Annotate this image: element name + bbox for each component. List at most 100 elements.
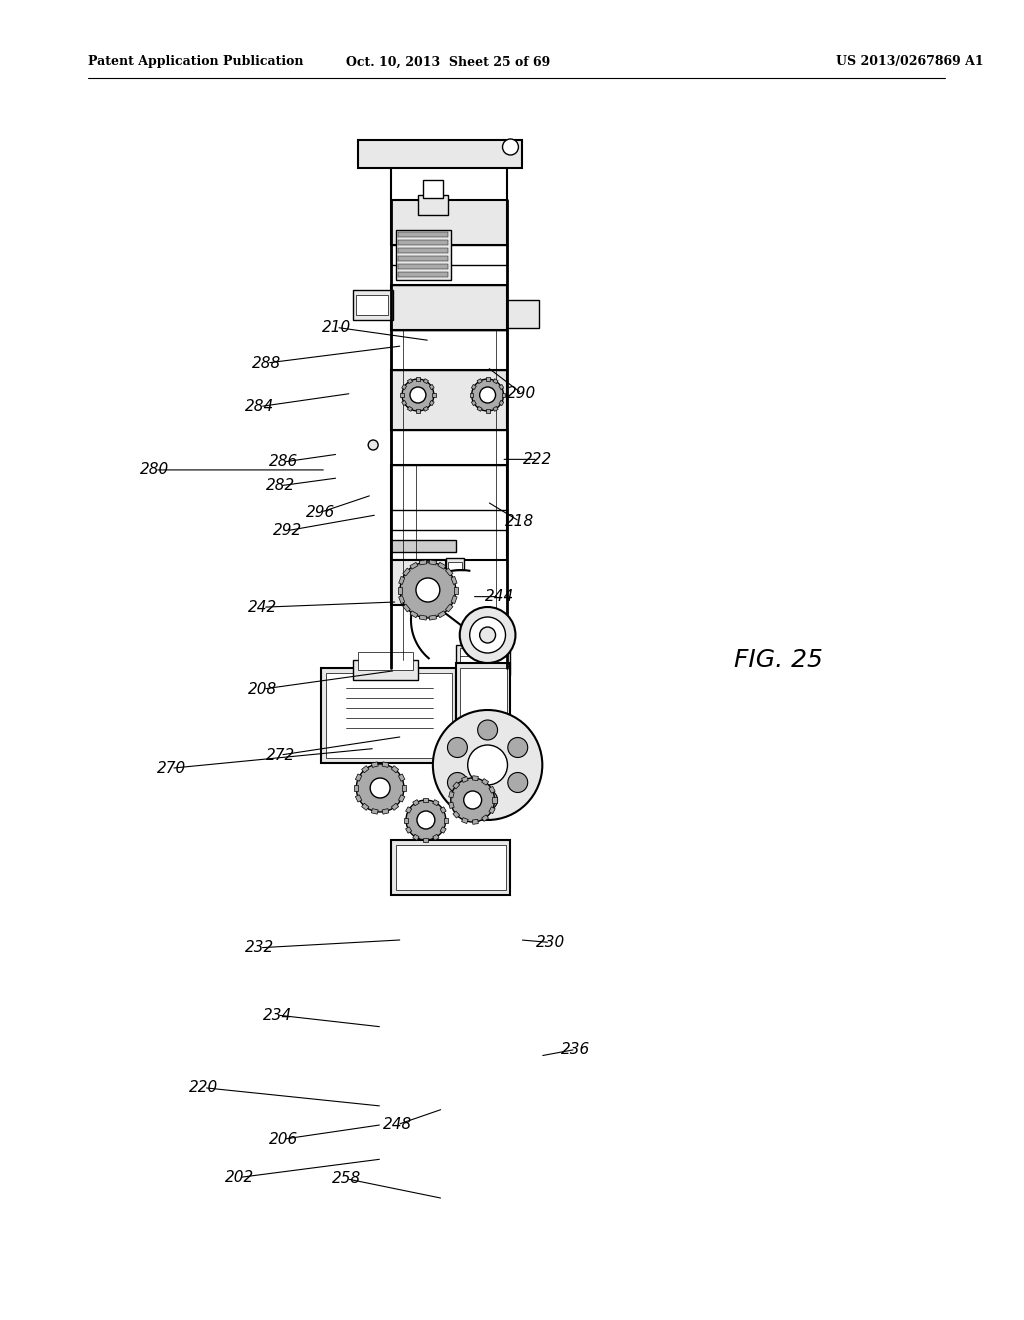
Polygon shape xyxy=(429,560,436,565)
Bar xyxy=(391,330,508,370)
Bar xyxy=(356,294,388,315)
Text: 248: 248 xyxy=(383,1117,412,1133)
Bar xyxy=(445,558,464,570)
Text: 232: 232 xyxy=(245,940,274,956)
Polygon shape xyxy=(488,787,496,793)
Text: 290: 290 xyxy=(507,385,537,401)
Polygon shape xyxy=(372,762,378,767)
Polygon shape xyxy=(481,814,488,821)
Bar xyxy=(391,285,508,330)
Bar xyxy=(391,465,508,560)
Polygon shape xyxy=(419,615,427,620)
Bar xyxy=(396,845,506,890)
Polygon shape xyxy=(416,378,420,380)
Polygon shape xyxy=(413,834,419,841)
Polygon shape xyxy=(398,586,402,594)
Text: 280: 280 xyxy=(140,462,170,478)
Text: 258: 258 xyxy=(332,1171,361,1187)
Polygon shape xyxy=(423,797,428,803)
Bar xyxy=(391,430,508,465)
Text: 202: 202 xyxy=(225,1170,254,1185)
Polygon shape xyxy=(429,384,434,389)
Text: 234: 234 xyxy=(262,1007,292,1023)
Text: 296: 296 xyxy=(306,504,336,520)
Bar xyxy=(423,180,442,198)
Circle shape xyxy=(370,777,390,799)
Bar xyxy=(456,645,511,675)
Circle shape xyxy=(369,440,378,450)
Polygon shape xyxy=(493,407,498,412)
Circle shape xyxy=(508,772,527,792)
Polygon shape xyxy=(429,615,436,620)
Text: 220: 220 xyxy=(189,1080,218,1096)
Polygon shape xyxy=(493,379,498,384)
Bar xyxy=(447,562,462,570)
Bar xyxy=(370,442,376,447)
Text: 272: 272 xyxy=(265,747,295,763)
Circle shape xyxy=(402,379,434,411)
Polygon shape xyxy=(391,803,398,810)
Polygon shape xyxy=(361,766,369,772)
Polygon shape xyxy=(398,774,404,781)
Polygon shape xyxy=(470,393,473,397)
Bar xyxy=(353,660,418,680)
Circle shape xyxy=(472,379,504,411)
Polygon shape xyxy=(403,817,409,822)
Polygon shape xyxy=(400,393,403,397)
Polygon shape xyxy=(398,577,404,585)
Text: 236: 236 xyxy=(561,1041,591,1057)
Circle shape xyxy=(477,719,498,741)
Bar xyxy=(398,232,447,238)
Circle shape xyxy=(410,387,426,403)
Polygon shape xyxy=(499,384,504,389)
Polygon shape xyxy=(402,605,411,612)
Circle shape xyxy=(417,810,435,829)
Polygon shape xyxy=(453,810,460,818)
Text: 242: 242 xyxy=(248,599,278,615)
Polygon shape xyxy=(398,595,404,603)
Polygon shape xyxy=(391,766,398,772)
Bar xyxy=(391,246,508,265)
Bar xyxy=(322,668,456,763)
Circle shape xyxy=(416,578,440,602)
Polygon shape xyxy=(472,776,478,780)
Polygon shape xyxy=(485,378,489,380)
Polygon shape xyxy=(481,779,488,785)
Polygon shape xyxy=(449,803,454,808)
Polygon shape xyxy=(401,400,407,405)
Polygon shape xyxy=(499,400,504,405)
Text: 292: 292 xyxy=(272,523,302,539)
Bar xyxy=(398,272,447,277)
Circle shape xyxy=(451,777,495,822)
Polygon shape xyxy=(451,577,457,585)
Circle shape xyxy=(468,744,508,785)
Polygon shape xyxy=(410,562,418,569)
Polygon shape xyxy=(355,774,361,781)
Circle shape xyxy=(479,627,496,643)
Polygon shape xyxy=(433,800,439,805)
Text: 284: 284 xyxy=(245,399,274,414)
Text: Patent Application Publication: Patent Application Publication xyxy=(88,55,303,69)
Bar xyxy=(460,648,508,672)
Bar xyxy=(508,300,540,327)
Polygon shape xyxy=(401,384,407,389)
Polygon shape xyxy=(433,834,439,841)
Polygon shape xyxy=(354,785,358,791)
Polygon shape xyxy=(445,605,453,612)
Bar xyxy=(391,370,508,430)
Polygon shape xyxy=(493,797,497,803)
Text: 222: 222 xyxy=(523,451,553,467)
Polygon shape xyxy=(423,838,428,842)
Circle shape xyxy=(406,800,445,840)
Polygon shape xyxy=(451,595,457,603)
Bar xyxy=(398,240,447,246)
Polygon shape xyxy=(429,400,434,405)
Text: 288: 288 xyxy=(252,355,282,371)
Bar xyxy=(460,668,508,758)
Polygon shape xyxy=(408,379,413,384)
Text: 270: 270 xyxy=(157,760,185,776)
Polygon shape xyxy=(432,393,435,397)
Polygon shape xyxy=(471,384,476,389)
Circle shape xyxy=(356,764,404,812)
Polygon shape xyxy=(438,562,445,569)
